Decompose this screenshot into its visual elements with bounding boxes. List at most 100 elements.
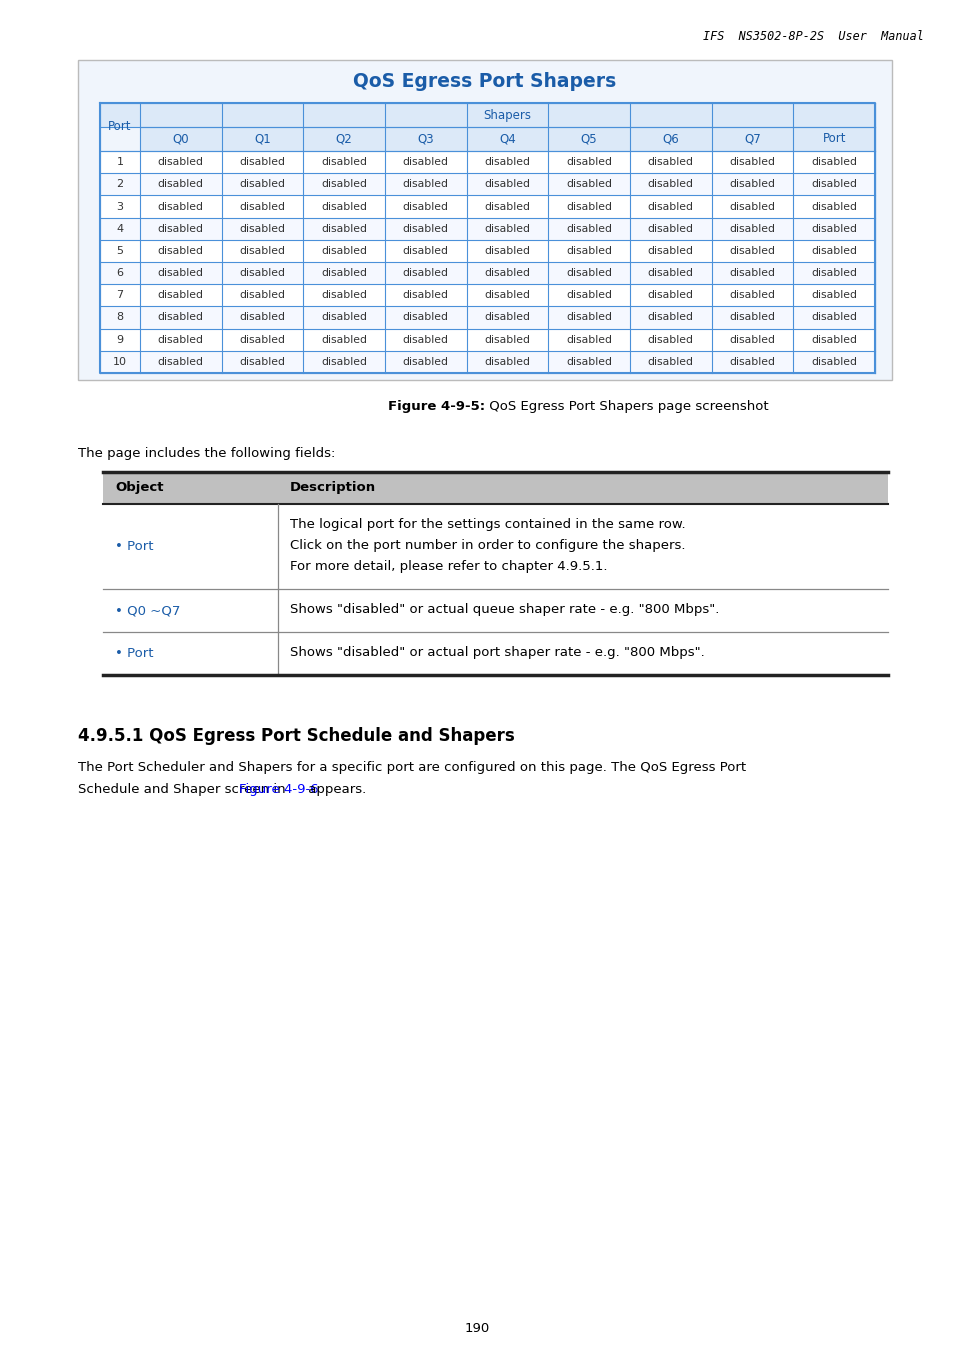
- Text: disabled: disabled: [729, 269, 775, 278]
- Text: disabled: disabled: [157, 312, 204, 323]
- Text: appears.: appears.: [304, 783, 366, 796]
- Text: disabled: disabled: [647, 312, 693, 323]
- Text: 190: 190: [464, 1322, 489, 1335]
- Text: disabled: disabled: [647, 290, 693, 300]
- Text: disabled: disabled: [647, 269, 693, 278]
- Text: disabled: disabled: [810, 180, 856, 189]
- Text: disabled: disabled: [647, 335, 693, 344]
- Text: disabled: disabled: [157, 356, 204, 367]
- Text: disabled: disabled: [321, 356, 367, 367]
- Text: disabled: disabled: [157, 157, 204, 167]
- Bar: [100, 285, 874, 306]
- Text: disabled: disabled: [647, 246, 693, 256]
- Text: disabled: disabled: [239, 312, 285, 323]
- Text: disabled: disabled: [484, 356, 530, 367]
- Text: The page includes the following fields:: The page includes the following fields:: [78, 447, 335, 460]
- Text: disabled: disabled: [157, 246, 204, 256]
- Text: Q0: Q0: [172, 132, 189, 146]
- Text: disabled: disabled: [647, 201, 693, 212]
- Text: 1: 1: [116, 157, 123, 167]
- Bar: [100, 103, 874, 127]
- Text: disabled: disabled: [647, 180, 693, 189]
- Text: disabled: disabled: [484, 224, 530, 234]
- Text: disabled: disabled: [321, 180, 367, 189]
- Bar: [100, 151, 874, 173]
- Text: disabled: disabled: [810, 224, 856, 234]
- Bar: [100, 351, 874, 373]
- Text: disabled: disabled: [239, 157, 285, 167]
- Text: disabled: disabled: [321, 290, 367, 300]
- Text: disabled: disabled: [810, 246, 856, 256]
- Text: Figure 4-9-5:: Figure 4-9-5:: [388, 400, 484, 413]
- Text: disabled: disabled: [321, 269, 367, 278]
- Bar: [78, 59, 891, 379]
- Text: Port: Port: [108, 120, 132, 134]
- Text: disabled: disabled: [810, 356, 856, 367]
- Text: disabled: disabled: [484, 269, 530, 278]
- Text: Q3: Q3: [417, 132, 434, 146]
- Text: 2: 2: [116, 180, 124, 189]
- Text: For more detail, please refer to chapter 4.9.5.1.: For more detail, please refer to chapter…: [290, 560, 607, 572]
- Text: The Port Scheduler and Shapers for a specific port are configured on this page. : The Port Scheduler and Shapers for a spe…: [78, 761, 745, 774]
- Text: Shows "disabled" or actual queue shaper rate - e.g. "800 Mbps".: Shows "disabled" or actual queue shaper …: [290, 603, 719, 616]
- Text: 4: 4: [116, 224, 124, 234]
- Text: disabled: disabled: [647, 157, 693, 167]
- Text: disabled: disabled: [729, 356, 775, 367]
- Bar: [100, 217, 874, 240]
- Text: • Port: • Port: [115, 647, 153, 660]
- Text: disabled: disabled: [402, 312, 448, 323]
- Text: disabled: disabled: [810, 335, 856, 344]
- Text: disabled: disabled: [402, 201, 448, 212]
- Text: disabled: disabled: [402, 356, 448, 367]
- Text: 9: 9: [116, 335, 124, 344]
- Text: disabled: disabled: [810, 269, 856, 278]
- Text: disabled: disabled: [402, 269, 448, 278]
- Text: disabled: disabled: [157, 180, 204, 189]
- Text: disabled: disabled: [239, 224, 285, 234]
- Text: • Port: • Port: [115, 540, 153, 553]
- Text: disabled: disabled: [402, 224, 448, 234]
- Text: disabled: disabled: [402, 246, 448, 256]
- Text: disabled: disabled: [239, 201, 285, 212]
- Bar: [100, 196, 874, 217]
- Text: Description: Description: [290, 482, 375, 494]
- Text: disabled: disabled: [729, 312, 775, 323]
- Text: disabled: disabled: [729, 180, 775, 189]
- Text: Q6: Q6: [661, 132, 679, 146]
- Text: disabled: disabled: [321, 312, 367, 323]
- Text: disabled: disabled: [565, 335, 612, 344]
- Text: disabled: disabled: [239, 290, 285, 300]
- Text: disabled: disabled: [810, 201, 856, 212]
- Text: Q2: Q2: [335, 132, 353, 146]
- Text: The logical port for the settings contained in the same row.: The logical port for the settings contai…: [290, 518, 685, 531]
- Text: disabled: disabled: [729, 335, 775, 344]
- Text: disabled: disabled: [402, 157, 448, 167]
- Text: 8: 8: [116, 312, 124, 323]
- Text: disabled: disabled: [321, 201, 367, 212]
- Text: disabled: disabled: [239, 356, 285, 367]
- Bar: [140, 127, 874, 151]
- Text: 3: 3: [116, 201, 123, 212]
- Text: Shapers: Shapers: [483, 108, 531, 122]
- Text: Click on the port number in order to configure the shapers.: Click on the port number in order to con…: [290, 539, 685, 552]
- Text: disabled: disabled: [729, 224, 775, 234]
- Bar: [100, 173, 874, 196]
- Bar: [100, 306, 874, 328]
- Text: disabled: disabled: [239, 335, 285, 344]
- Text: Q4: Q4: [498, 132, 516, 146]
- Text: disabled: disabled: [565, 224, 612, 234]
- Text: disabled: disabled: [157, 335, 204, 344]
- Text: disabled: disabled: [647, 356, 693, 367]
- Text: QoS Egress Port Shapers: QoS Egress Port Shapers: [353, 72, 616, 90]
- Text: disabled: disabled: [157, 224, 204, 234]
- Text: disabled: disabled: [565, 201, 612, 212]
- Text: 5: 5: [116, 246, 123, 256]
- Text: Port: Port: [821, 132, 845, 146]
- Text: disabled: disabled: [484, 335, 530, 344]
- Text: disabled: disabled: [810, 312, 856, 323]
- Text: Object: Object: [115, 482, 163, 494]
- Text: disabled: disabled: [810, 290, 856, 300]
- Text: 4.9.5.1 QoS Egress Port Schedule and Shapers: 4.9.5.1 QoS Egress Port Schedule and Sha…: [78, 728, 515, 745]
- Text: disabled: disabled: [729, 290, 775, 300]
- Text: QoS Egress Port Shapers page screenshot: QoS Egress Port Shapers page screenshot: [484, 400, 768, 413]
